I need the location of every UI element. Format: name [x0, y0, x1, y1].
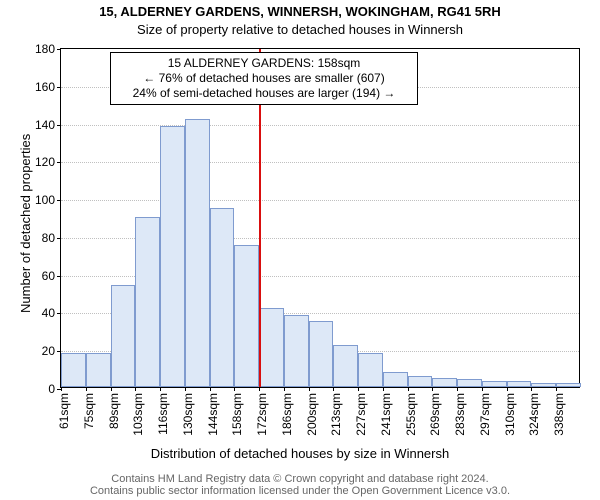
annotation-line: ← 76% of detached houses are smaller (60… — [117, 71, 411, 86]
y-tick-label: 100 — [35, 193, 55, 207]
x-tick-label: 269sqm — [428, 393, 442, 436]
histogram-bar — [185, 119, 210, 387]
gridline — [61, 125, 579, 126]
attribution-footer: Contains HM Land Registry data © Crown c… — [0, 473, 600, 498]
histogram-bar — [333, 345, 358, 387]
histogram-bar — [383, 372, 408, 387]
x-tick-label: 255sqm — [404, 393, 418, 436]
chart-title: 15, ALDERNEY GARDENS, WINNERSH, WOKINGHA… — [0, 4, 600, 19]
histogram-bar — [457, 379, 482, 387]
x-tick-label: 103sqm — [131, 393, 145, 436]
annotation-line: 15 ALDERNEY GARDENS: 158sqm — [117, 56, 411, 71]
x-tick-label: 297sqm — [478, 393, 492, 436]
histogram-bar — [86, 353, 111, 387]
x-tick-label: 338sqm — [552, 393, 566, 436]
x-tick-label: 283sqm — [453, 393, 467, 436]
y-tick-label: 40 — [42, 306, 55, 320]
x-tick-label: 158sqm — [230, 393, 244, 436]
histogram-bar — [259, 308, 284, 387]
x-tick-label: 144sqm — [206, 393, 220, 436]
x-tick-label: 227sqm — [354, 393, 368, 436]
x-tick-label: 200sqm — [305, 393, 319, 436]
annotation-callout: 15 ALDERNEY GARDENS: 158sqm← 76% of deta… — [110, 52, 418, 105]
x-tick-label: 172sqm — [255, 393, 269, 436]
y-tick-label: 80 — [42, 231, 55, 245]
gridline — [61, 200, 579, 201]
histogram-bar — [309, 321, 334, 387]
x-tick-label: 130sqm — [181, 393, 195, 436]
x-tick-label: 310sqm — [503, 393, 517, 436]
histogram-bar — [210, 208, 235, 387]
annotation-line: 24% of semi-detached houses are larger (… — [117, 86, 411, 101]
histogram-bar — [507, 381, 532, 387]
y-tick-label: 140 — [35, 118, 55, 132]
histogram-bar — [111, 285, 136, 387]
histogram-bar — [531, 383, 556, 387]
y-tick-label: 60 — [42, 269, 55, 283]
histogram-bar — [284, 315, 309, 387]
histogram-bar — [432, 378, 457, 387]
y-tick-label: 120 — [35, 155, 55, 169]
x-tick-label: 213sqm — [329, 393, 343, 436]
x-tick-label: 116sqm — [156, 393, 170, 435]
chart-subtitle: Size of property relative to detached ho… — [0, 22, 600, 37]
histogram-bar — [61, 353, 86, 387]
y-tick-label: 160 — [35, 80, 55, 94]
x-tick-label: 324sqm — [527, 393, 541, 436]
x-tick-label: 186sqm — [280, 393, 294, 436]
property-size-histogram: 15, ALDERNEY GARDENS, WINNERSH, WOKINGHA… — [0, 0, 600, 500]
histogram-bar — [408, 376, 433, 387]
histogram-bar — [482, 381, 507, 387]
histogram-bar — [234, 245, 259, 387]
y-axis-label: Number of detached properties — [18, 134, 33, 313]
x-axis-label: Distribution of detached houses by size … — [0, 446, 600, 461]
y-tick-label: 180 — [35, 42, 55, 56]
gridline — [61, 162, 579, 163]
histogram-bar — [556, 383, 581, 387]
x-tick-label: 61sqm — [57, 393, 71, 429]
y-tick-label: 20 — [42, 344, 55, 358]
x-tick-label: 89sqm — [107, 393, 121, 429]
footer-text: Contains public sector information licen… — [0, 485, 600, 498]
histogram-bar — [160, 126, 185, 387]
histogram-bar — [358, 353, 383, 387]
histogram-bar — [135, 217, 160, 387]
x-tick-label: 75sqm — [82, 393, 96, 429]
x-tick-label: 241sqm — [379, 393, 393, 436]
footer-text: Contains HM Land Registry data © Crown c… — [0, 473, 600, 486]
y-tick-label: 0 — [48, 382, 55, 396]
